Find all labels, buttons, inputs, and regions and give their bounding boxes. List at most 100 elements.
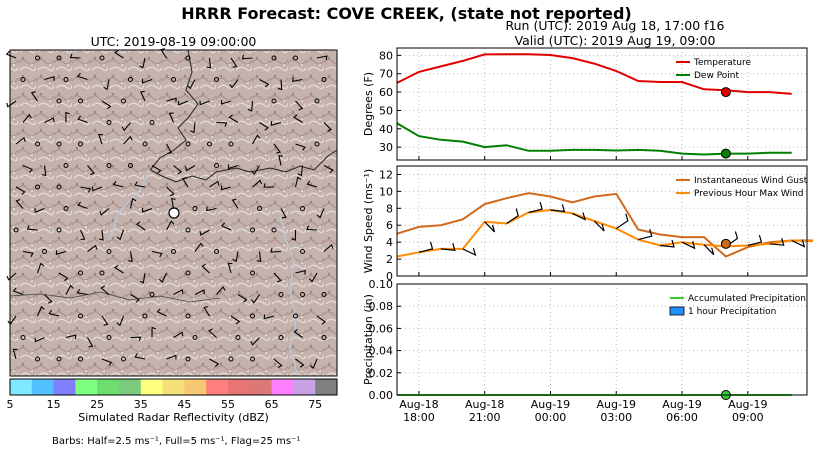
wind-barb	[228, 114, 239, 123]
series-line	[396, 208, 813, 258]
wind-barb	[220, 100, 232, 105]
wind-barb	[769, 238, 785, 246]
wind-barb	[141, 207, 153, 213]
wind-barb	[65, 111, 70, 123]
wind-barb	[199, 100, 210, 106]
wind-barb	[36, 262, 45, 274]
legend-label: Instantaneous Wind Gust	[694, 176, 808, 186]
wind-barb	[6, 272, 17, 281]
wind-barb	[251, 294, 260, 304]
wind-barb	[177, 100, 189, 106]
y-tick-label: 40	[379, 123, 393, 136]
wind-barb	[252, 134, 261, 145]
calm-wind-marker	[214, 163, 219, 168]
wind-barb	[528, 201, 543, 214]
station-marker	[168, 207, 180, 219]
wind-barb	[12, 287, 24, 296]
plot-area	[397, 166, 807, 276]
wind-barb	[87, 337, 94, 348]
valid-time-label: Valid (UTC): 2019 Aug 19, 09:00	[514, 33, 716, 48]
wind-barb	[252, 179, 263, 188]
x-tick-label: 06:00	[666, 411, 698, 424]
y-tick-label: 0.06	[369, 322, 394, 335]
wind-barb	[247, 100, 254, 112]
wind-barb	[22, 250, 34, 257]
wind-barb	[270, 247, 282, 253]
wind-barb	[87, 165, 95, 176]
wind-barb	[181, 177, 189, 188]
calm-wind-marker	[149, 292, 155, 297]
wind-barb	[139, 57, 146, 69]
wind-barb	[26, 225, 38, 231]
calm-wind-marker	[171, 249, 176, 254]
wind-barb	[166, 186, 175, 197]
plot-frame	[396, 283, 808, 396]
wind-barb	[484, 221, 496, 233]
wind-barb	[747, 234, 763, 247]
x-tick-label: 09:00	[732, 411, 764, 424]
calm-wind-marker	[250, 270, 255, 276]
wind-barb	[194, 242, 204, 252]
legend-label: Temperature	[693, 58, 751, 68]
wind-barb	[135, 221, 146, 231]
calm-wind-marker	[78, 141, 83, 147]
colorbar-cell	[31, 379, 55, 395]
wind-barb	[79, 229, 86, 241]
wind-barb	[295, 143, 306, 151]
wind-barb	[171, 197, 176, 209]
wind-barb	[229, 79, 239, 89]
wind-barb	[306, 180, 318, 188]
calm-wind-marker	[20, 77, 26, 82]
colorbar-cell	[10, 379, 33, 395]
wind-barb	[101, 100, 112, 110]
wind-barb	[440, 243, 456, 251]
calm-wind-marker	[235, 335, 241, 340]
wind-barb	[250, 337, 260, 346]
wind-barb	[316, 315, 327, 325]
wind-barb	[112, 180, 124, 188]
wind-barb	[309, 358, 318, 370]
calm-wind-marker	[56, 356, 62, 362]
wind-barb	[116, 315, 125, 327]
calm-wind-marker	[314, 98, 320, 104]
wind-barb	[166, 354, 177, 360]
legend-label: Dew Point	[694, 71, 740, 81]
colorbar-cell	[315, 379, 338, 395]
calm-wind-marker	[142, 141, 148, 147]
wind-barb	[259, 79, 270, 88]
colorbar-cell	[293, 379, 316, 395]
river	[109, 169, 299, 377]
calm-wind-marker	[214, 249, 219, 254]
wind-barb	[91, 186, 103, 192]
y-tick-label: 0.04	[369, 345, 394, 358]
colorbar-cell	[119, 379, 142, 395]
legend-swatch	[669, 306, 685, 316]
wind-barb	[87, 244, 98, 252]
wind-barb	[173, 288, 184, 295]
calm-wind-marker	[106, 163, 112, 168]
wind-barb	[190, 122, 196, 134]
map-title: UTC: 2019-08-19 09:00:00	[90, 34, 257, 49]
y-tick-label: 10	[379, 185, 393, 198]
wind-barb	[277, 79, 283, 91]
y-tick-label: 8	[386, 202, 393, 215]
wind-barb	[151, 165, 162, 174]
wind-barb	[323, 122, 332, 132]
wind-barb	[101, 315, 109, 326]
calm-wind-marker	[278, 292, 284, 297]
calm-wind-marker	[271, 55, 277, 61]
calm-wind-marker	[56, 227, 62, 233]
y-tick-label: 0.00	[369, 389, 394, 402]
wind-barb	[241, 54, 253, 60]
calm-wind-marker	[78, 356, 83, 362]
colorbar-tick-label: 65	[265, 398, 279, 411]
x-tick-label: 00:00	[535, 411, 567, 424]
wind-barb	[295, 269, 306, 275]
calm-wind-marker	[106, 335, 112, 340]
calm-wind-marker	[185, 227, 191, 233]
wind-barb	[65, 284, 74, 295]
wind-barb	[130, 294, 140, 303]
meteogram-panel-1: 30 40 50 60 70 80 Degrees (F) Temperature Dew Po…	[362, 47, 808, 161]
x-tick-label: Aug-19	[597, 398, 636, 411]
calm-wind-marker	[56, 184, 62, 190]
